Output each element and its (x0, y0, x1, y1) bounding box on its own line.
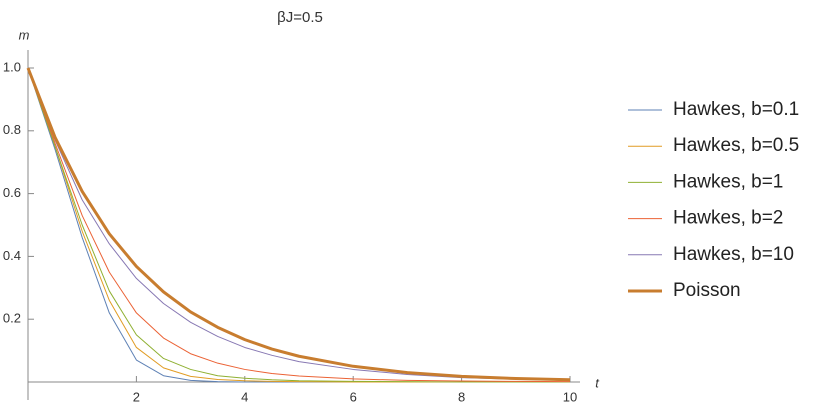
y-axis-label: m (19, 27, 30, 42)
legend-label: Hawkes, b=0.1 (673, 99, 799, 120)
y-tick-label: 1.0 (3, 59, 21, 74)
legend-label: Poisson (673, 280, 741, 301)
series-line (27, 67, 571, 381)
y-tick-label: 0.2 (3, 311, 21, 326)
legend-label: Hawkes, b=2 (673, 208, 783, 229)
series-line (26, 67, 571, 382)
x-tick-label: 6 (350, 389, 357, 404)
legend-label: Hawkes, b=10 (673, 244, 794, 265)
x-tick-label: 4 (241, 389, 248, 404)
y-tick-label: 0.4 (3, 248, 21, 263)
x-tick-label: 10 (563, 389, 577, 404)
series-line (27, 67, 570, 383)
x-tick-label: 2 (133, 389, 140, 404)
legend-label: Hawkes, b=0.5 (673, 135, 799, 156)
x-tick-label: 8 (458, 389, 465, 404)
series-line (27, 67, 571, 383)
y-tick-label: 0.6 (3, 185, 21, 200)
series-line (27, 67, 570, 383)
chart-title: βJ=0.5 (277, 9, 323, 26)
series-line (27, 67, 570, 383)
legend-label: Hawkes, b=1 (673, 171, 783, 192)
y-tick-label: 0.8 (3, 122, 21, 137)
x-axis-label: t (595, 375, 600, 390)
